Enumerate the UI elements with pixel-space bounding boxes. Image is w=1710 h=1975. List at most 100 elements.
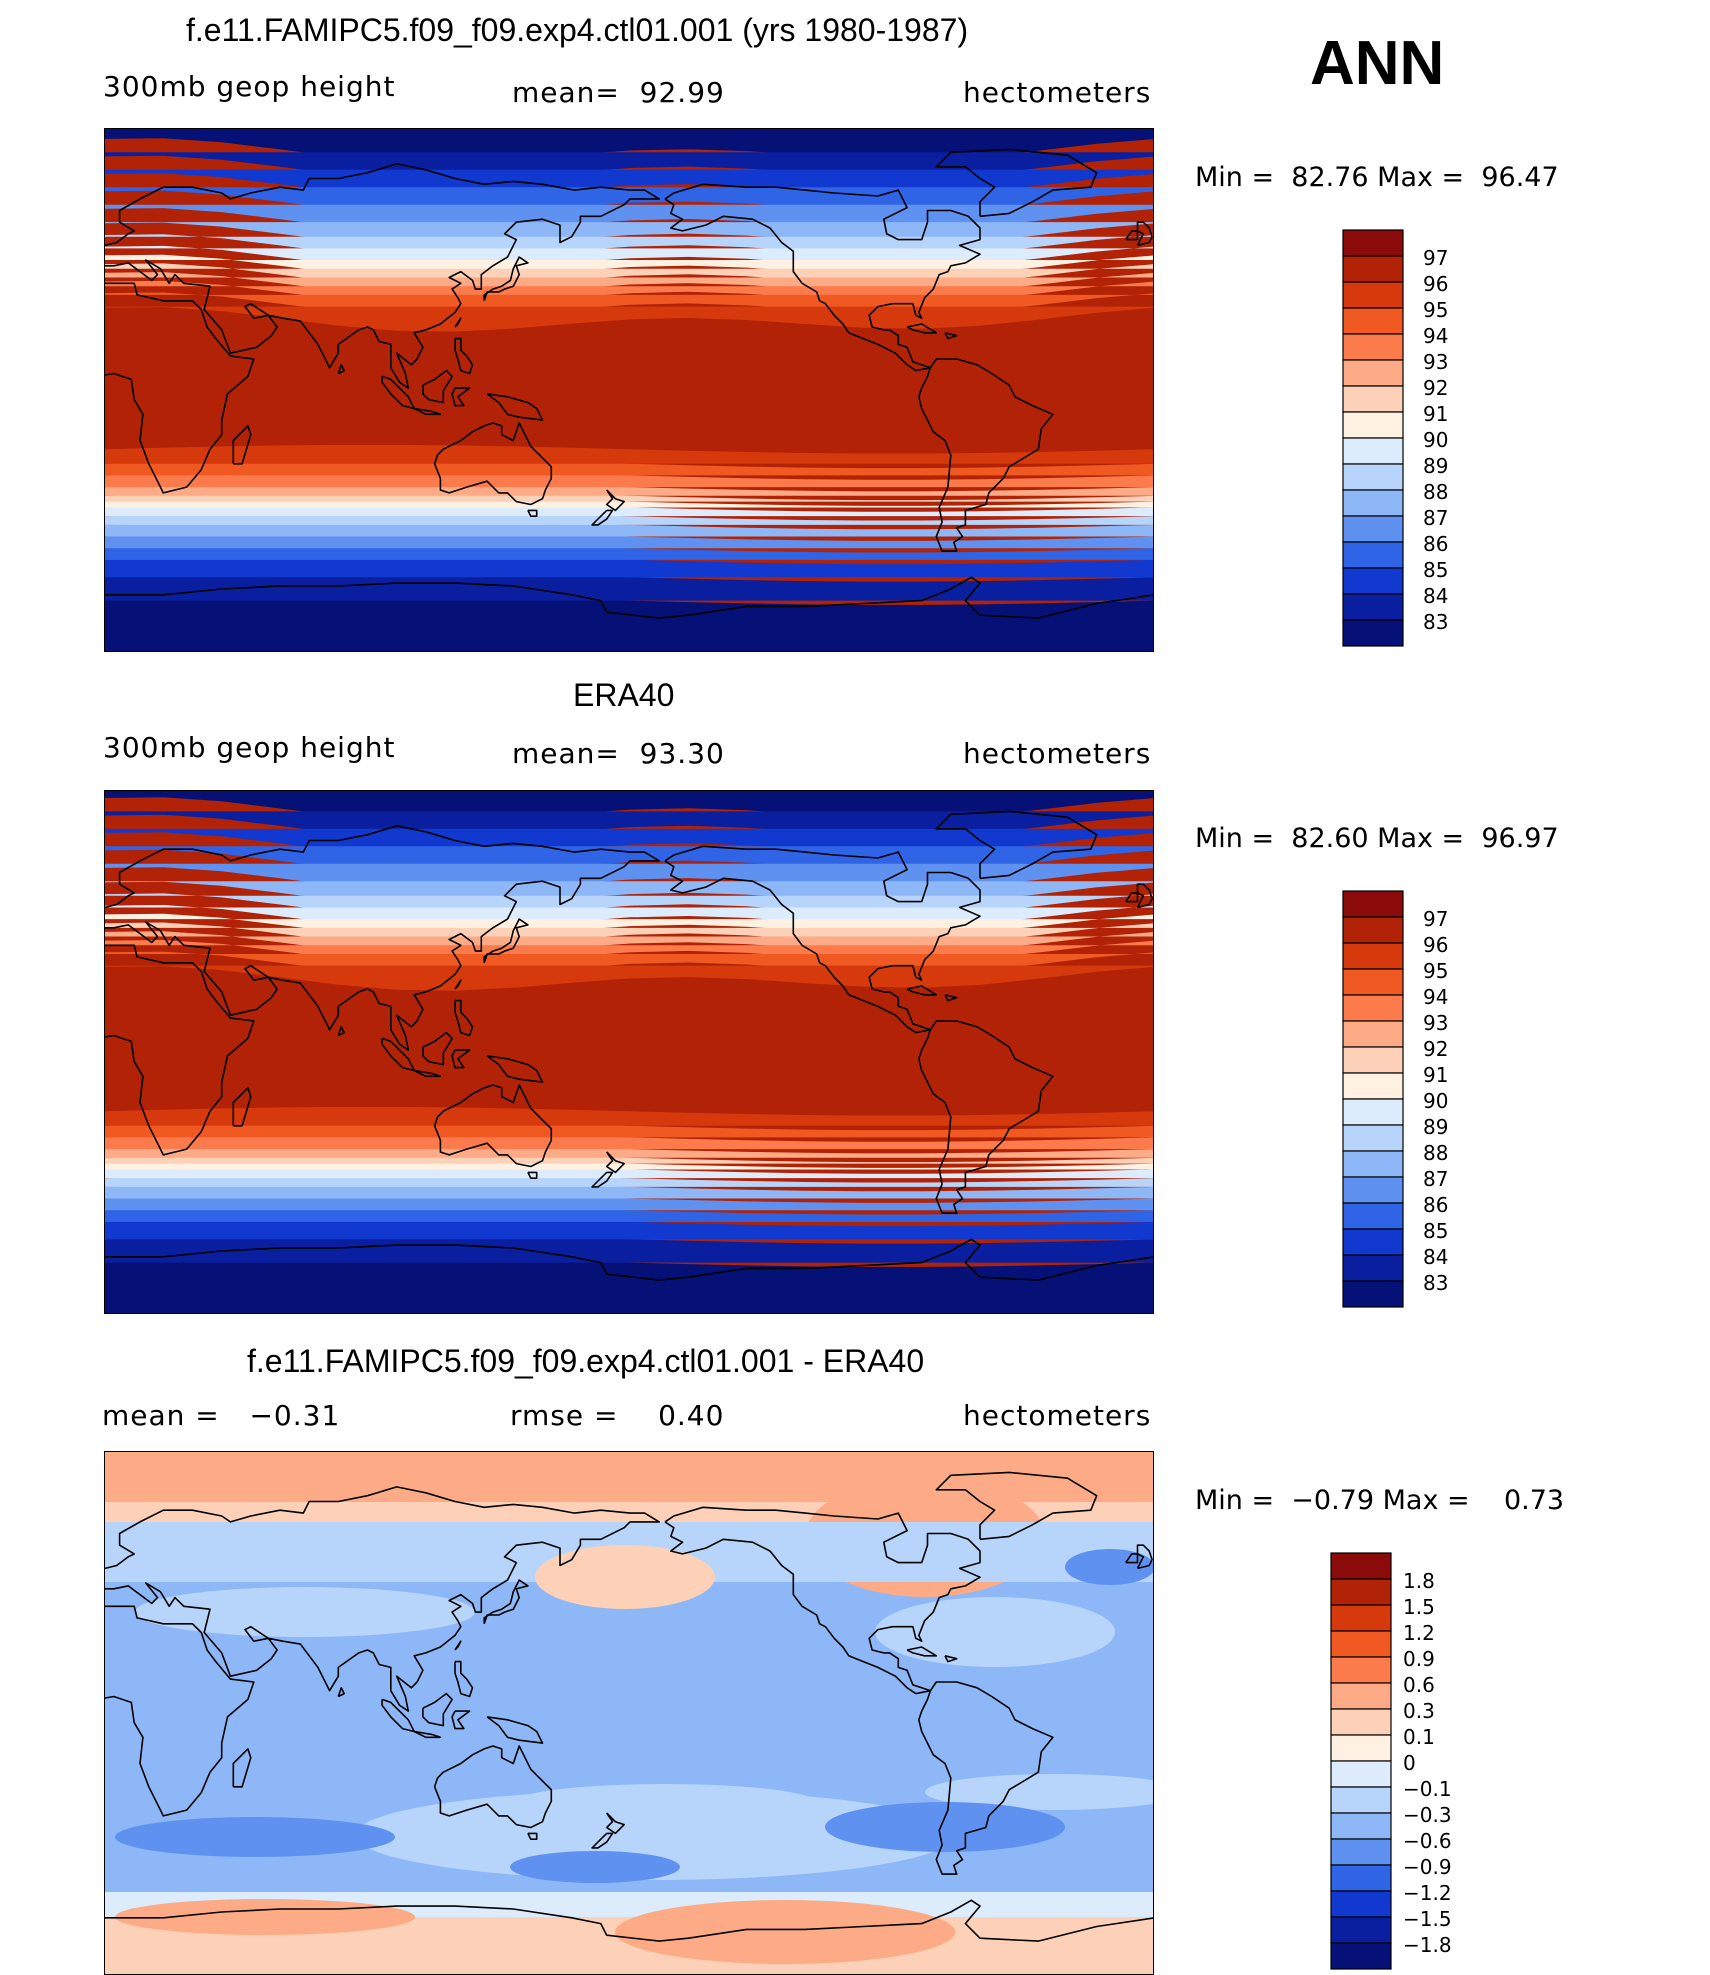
colorbar-box bbox=[1342, 968, 1404, 996]
colorbar-box bbox=[1342, 489, 1404, 517]
panel-model-units: hectometers bbox=[963, 76, 1152, 109]
coastline bbox=[605, 1812, 625, 1835]
coastline bbox=[454, 999, 474, 1037]
coastline bbox=[381, 375, 415, 410]
coastline bbox=[105, 1605, 255, 1817]
colorbar-box bbox=[1330, 1890, 1392, 1918]
coastlines bbox=[105, 810, 1153, 1281]
colorbar-box bbox=[1342, 593, 1404, 621]
colorbar-tick-label: −0.3 bbox=[1403, 1803, 1452, 1827]
diff-southern-light bbox=[355, 1790, 955, 1880]
coastline bbox=[433, 1745, 553, 1829]
coastline bbox=[1136, 883, 1153, 909]
field-band-south bbox=[105, 555, 1153, 578]
colorbar-tick-label: −1.8 bbox=[1403, 1933, 1452, 1957]
coastline bbox=[451, 1710, 471, 1730]
coastline bbox=[413, 407, 442, 416]
colorbar-box bbox=[1330, 1812, 1392, 1840]
colorbar-box bbox=[1342, 281, 1404, 309]
coastline bbox=[527, 1171, 538, 1179]
field-band-south bbox=[105, 573, 1153, 601]
coastline bbox=[935, 810, 1098, 880]
panel-obs-field: 300mb geop height bbox=[103, 731, 396, 764]
diff-eurasia-light bbox=[135, 1587, 475, 1637]
coastline bbox=[1125, 892, 1139, 903]
panel-model-minmax: Min = 82.76 Max = 96.47 bbox=[1195, 162, 1559, 193]
coastline bbox=[232, 1748, 252, 1788]
colorbar-box bbox=[1342, 1124, 1404, 1152]
diff-antarctic-warm-west bbox=[115, 1899, 415, 1935]
diff-spac-cold bbox=[510, 1851, 680, 1883]
panel-obs-minmax: Min = 82.60 Max = 96.97 bbox=[1195, 823, 1559, 854]
colorbar-box bbox=[1342, 255, 1404, 283]
coastline bbox=[935, 148, 1098, 218]
colorbar-tick-label: −1.5 bbox=[1403, 1907, 1452, 1931]
colorbar-box bbox=[1342, 1098, 1404, 1126]
coastline bbox=[451, 387, 471, 407]
colorbar-box bbox=[1342, 411, 1404, 439]
colorbar-tick-label: 91 bbox=[1423, 402, 1448, 426]
colorbar-box bbox=[1342, 1150, 1404, 1178]
coastline bbox=[1125, 1553, 1139, 1564]
map-obs bbox=[104, 790, 1154, 1314]
colorbar-tick-label: 84 bbox=[1423, 1245, 1448, 1269]
coastline bbox=[105, 1899, 1153, 1942]
coastline bbox=[944, 994, 958, 1002]
colorbar-tick-label: 84 bbox=[1423, 584, 1448, 608]
coastline bbox=[591, 509, 614, 526]
field-band-north bbox=[105, 306, 1153, 332]
panel-diff-rmse: rmse = 0.40 bbox=[510, 1399, 725, 1432]
colorbar-tick-label: 88 bbox=[1423, 1141, 1448, 1165]
coastline bbox=[337, 1026, 345, 1037]
colorbar-tick-label: 93 bbox=[1423, 1011, 1448, 1035]
colorbar-tick-label: 95 bbox=[1423, 298, 1448, 322]
coastline bbox=[483, 256, 529, 302]
map-model-svg bbox=[105, 129, 1153, 651]
diff-pacific-warm bbox=[535, 1545, 715, 1609]
coastline bbox=[527, 509, 538, 517]
coastline bbox=[232, 425, 252, 465]
coastline bbox=[105, 163, 660, 389]
coastline bbox=[422, 369, 453, 404]
coastline bbox=[232, 1087, 252, 1127]
coastline bbox=[483, 918, 529, 964]
colorbar-tick-label: 86 bbox=[1423, 532, 1448, 556]
colorbar-box bbox=[1342, 567, 1404, 595]
coastline bbox=[451, 1049, 471, 1069]
colorbar-box bbox=[1330, 1734, 1392, 1762]
colorbar-tick-label: 86 bbox=[1423, 1193, 1448, 1217]
colorbar-tick-label: 0 bbox=[1403, 1751, 1416, 1775]
coastlines bbox=[105, 148, 1153, 619]
colorbar-tick-label: 89 bbox=[1423, 454, 1448, 478]
colorbar-box bbox=[1342, 1072, 1404, 1100]
colorbar-box bbox=[1330, 1630, 1392, 1658]
colorbar-box bbox=[1330, 1916, 1392, 1944]
colorbar-box bbox=[1342, 1254, 1404, 1282]
colorbar-tick-label: 95 bbox=[1423, 959, 1448, 983]
colorbar-box bbox=[1330, 1838, 1392, 1866]
coastline bbox=[527, 1832, 538, 1840]
coastline bbox=[906, 323, 938, 334]
coastline bbox=[906, 1646, 938, 1657]
coastline bbox=[422, 1031, 453, 1066]
panel-diff-units: hectometers bbox=[963, 1399, 1152, 1432]
colorbar-tick-label: 92 bbox=[1423, 1037, 1448, 1061]
colorbar-box bbox=[1342, 437, 1404, 465]
coastline bbox=[105, 576, 1153, 619]
coastlines bbox=[105, 1471, 1153, 1942]
coastline bbox=[591, 1171, 614, 1188]
colorbar-tick-label: 97 bbox=[1423, 246, 1448, 270]
colorbar-box bbox=[1342, 1202, 1404, 1230]
map-diff bbox=[104, 1451, 1154, 1975]
colorbar-tick-label: 90 bbox=[1423, 1089, 1448, 1113]
coastline bbox=[605, 489, 625, 512]
colorbar-tick-label: 0.3 bbox=[1403, 1699, 1435, 1723]
coastline bbox=[454, 337, 474, 375]
coastline bbox=[422, 1692, 453, 1727]
colorbar-tick-label: 0.9 bbox=[1403, 1647, 1435, 1671]
coastline bbox=[935, 1471, 1098, 1541]
colorbar-box bbox=[1342, 385, 1404, 413]
colorbar-box bbox=[1330, 1656, 1392, 1684]
coastline bbox=[486, 1055, 544, 1083]
